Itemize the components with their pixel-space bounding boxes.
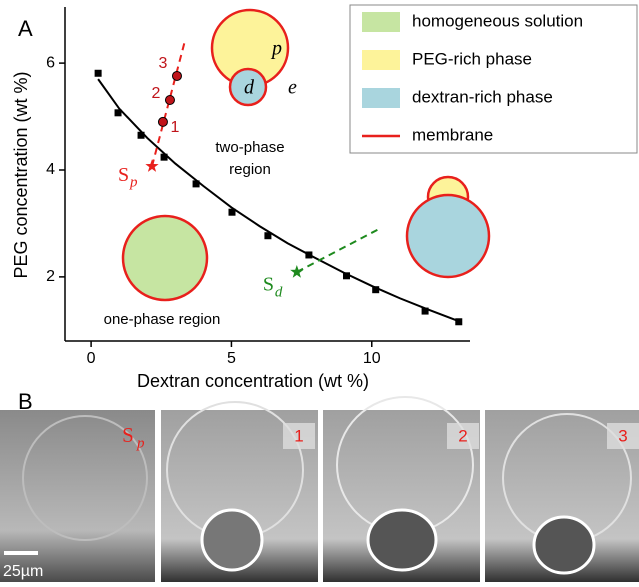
binodal-point xyxy=(161,154,168,161)
annotation: two-phase xyxy=(215,139,284,156)
star-label-sub: d xyxy=(275,284,283,300)
sample-point xyxy=(165,95,174,104)
binodal-point xyxy=(95,70,102,77)
annotation: one-phase region xyxy=(104,311,221,328)
scale-bar-label: 25µm xyxy=(3,563,43,580)
image-label: S xyxy=(122,423,134,447)
star-label: S xyxy=(263,274,274,296)
binodal-point xyxy=(343,272,350,279)
image-label: 3 xyxy=(618,426,627,445)
binodal-point xyxy=(455,318,462,325)
sample-star xyxy=(290,265,303,278)
legend-label: homogeneous solution xyxy=(412,11,583,30)
binodal-point xyxy=(138,132,145,139)
sample-point xyxy=(172,71,181,80)
binodal-point xyxy=(228,209,235,216)
legend-label: dextran-rich phase xyxy=(412,87,553,106)
binodal-point xyxy=(115,109,122,116)
legend-swatch xyxy=(362,88,400,108)
sample-star xyxy=(145,159,158,172)
legend-swatch xyxy=(362,50,400,70)
binodal-point xyxy=(193,180,200,187)
image-label-sub: p xyxy=(136,435,145,451)
x-axis-title: Dextran concentration (wt %) xyxy=(137,371,369,391)
binodal-point xyxy=(422,308,429,315)
diagram-label: d xyxy=(244,77,255,99)
x-tick-label: 10 xyxy=(363,350,381,367)
sample-label: 1 xyxy=(170,119,179,136)
diagram-label: p xyxy=(270,38,282,60)
figure: A B Dextran concentration (wt %) PEG con… xyxy=(0,0,639,582)
binodal-point xyxy=(305,251,312,258)
x-tick-label: 0 xyxy=(87,350,96,367)
image-label: 1 xyxy=(294,426,303,445)
star-label: S xyxy=(118,164,129,186)
y-tick-label: 2 xyxy=(46,268,55,285)
sample-label: 3 xyxy=(159,55,168,72)
legend-label: PEG-rich phase xyxy=(412,49,532,68)
micrographs xyxy=(0,397,639,582)
sample-label: 2 xyxy=(152,85,161,102)
panel-label: A xyxy=(18,16,33,41)
y-tick-label: 6 xyxy=(46,54,55,71)
y-axis-title: PEG concentration (wt %) xyxy=(11,71,31,278)
panel-label: B xyxy=(18,389,33,414)
star-label-sub: p xyxy=(129,175,138,191)
binodal-point xyxy=(264,232,271,239)
diagram-label: e xyxy=(288,77,297,99)
legend-swatch xyxy=(362,12,400,32)
tie-line xyxy=(297,230,378,272)
legend-label: membrane xyxy=(412,125,493,144)
sample-point xyxy=(158,117,167,126)
image-label: 2 xyxy=(458,426,467,445)
binodal-point xyxy=(372,286,379,293)
y-tick-label: 4 xyxy=(46,161,55,178)
annotation: region xyxy=(229,161,271,178)
x-tick-label: 5 xyxy=(227,350,236,367)
